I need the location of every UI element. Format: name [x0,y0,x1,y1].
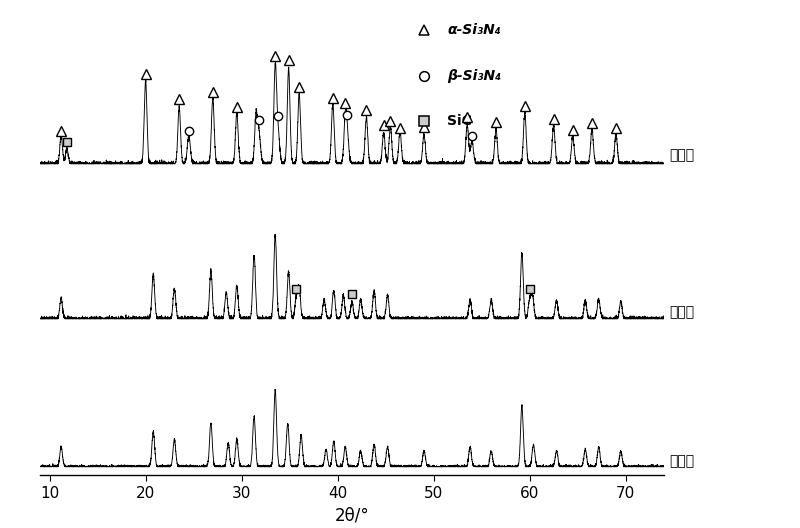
X-axis label: 2θ/°: 2θ/° [334,506,370,524]
Text: SiC: SiC [447,115,472,128]
Text: 杨木屑: 杨木屑 [669,148,694,162]
Text: 桐木屑: 桐木屑 [669,454,694,468]
Text: α-Si₃N₄: α-Si₃N₄ [447,23,502,36]
Text: 松木屑: 松木屑 [669,305,694,319]
Text: β-Si₃N₄: β-Si₃N₄ [447,69,502,82]
